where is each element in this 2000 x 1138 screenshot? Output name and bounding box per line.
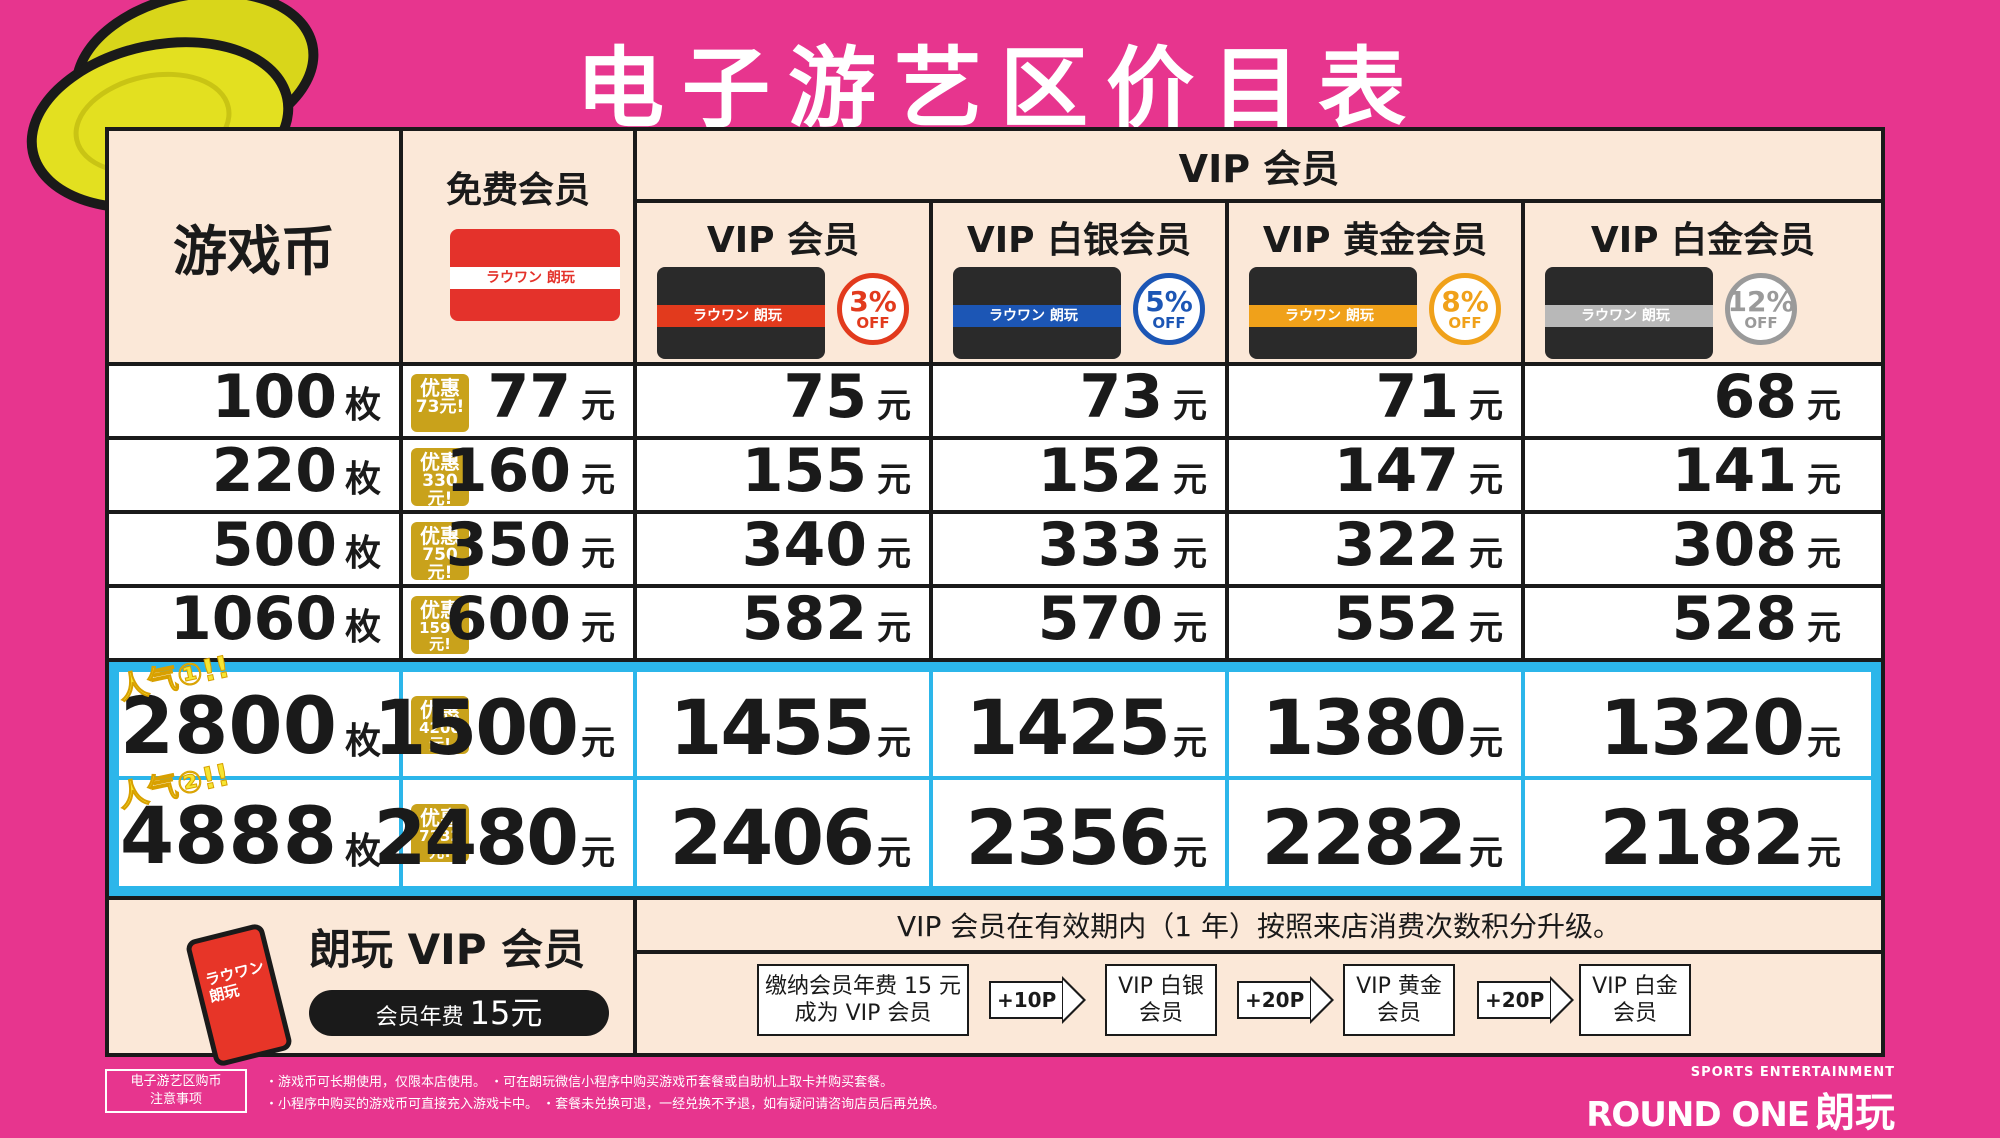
vip-price-cell: 582 元 [637,584,929,658]
silver-price-cell: 333 元 [933,510,1225,584]
vip-price-cell: 340 元 [637,510,929,584]
tier-header-vip: VIP 会员 ラウワン 朗玩 3% OFF [637,203,929,362]
notes-label: 电子游艺区购币 注意事项 [105,1069,247,1113]
discount-badge: 8% OFF [1429,273,1501,345]
promo-badge: 优惠 1590元! [411,596,469,654]
free-price-cell: 优惠 7332元! 2480 元 [373,780,633,886]
free-price-cell: 优惠 750元! 350 元 [403,510,633,584]
tier-label: VIP 黄金会员 [1262,220,1488,261]
gold-price-cell: 147 元 [1229,436,1521,510]
footer-note: ・游戏币可长期使用，仅限本店使用。 ・可在朗玩微信小程序中购买游戏币套餐或自助机… [265,1075,894,1090]
platinum-price-cell: 1320 元 [1525,672,1871,776]
coins-cell: 500 枚 [109,510,399,584]
gold-price-cell: 71 元 [1229,362,1521,436]
card-brand: ラウワン 朗玩 [486,270,575,286]
platinum-price-cell: 528 元 [1525,584,1881,658]
arrow-icon: +20P [1237,976,1335,1024]
vip-group-header: VIP 会员 [637,131,1881,199]
discount-badge: 5% OFF [1133,273,1205,345]
footer-note: ・小程序中购买的游戏币可直接充入游戏卡中。 ・套餐未兑换可退，一经兑换不予退，如… [265,1097,946,1112]
coins-cell: 2800 枚 [119,672,399,776]
step-silver: VIP 白银 会员 [1105,964,1217,1036]
silver-price-cell: 73 元 [933,362,1225,436]
coins-cell: 100 枚 [109,362,399,436]
silver-price-cell: 2356 元 [933,780,1225,886]
silver-price-cell: 570 元 [933,584,1225,658]
coins-cell: 220 枚 [109,436,399,510]
vip-membership-panel: ラウワン 朗玩 朗玩 VIP 会员 会员年费 15元 [109,900,633,1068]
upgrade-path: 缴纳会员年费 15 元成为 VIP 会员 +10P VIP 白银 会员 +20P … [637,954,1881,1053]
footer: 电子游艺区购币 注意事项 ・游戏币可长期使用，仅限本店使用。 ・可在朗玩微信小程序… [105,1063,1895,1136]
silver-price-cell: 152 元 [933,436,1225,510]
tier-header-silver: VIP 白银会员 ラウワン 朗玩 5% OFF [933,203,1225,362]
silver-card-icon: ラウワン 朗玩 [953,267,1121,359]
gold-price-cell: 2282 元 [1229,780,1521,886]
gold-price-cell: 1380 元 [1229,672,1521,776]
coins-header: 游戏币 [109,131,399,362]
free-price-cell: 优惠 1590元! 600 元 [403,584,633,658]
step-join-vip: 缴纳会员年费 15 元成为 VIP 会员 [757,964,969,1036]
vip-price-cell: 2406 元 [637,780,929,886]
membership-fee: 会员年费 15元 [309,990,609,1036]
free-member-label: 免费会员 [445,170,590,211]
tier-header-gold: VIP 黄金会员 ラウワン 朗玩 8% OFF [1229,203,1521,362]
platinum-price-cell: 308 元 [1525,510,1881,584]
card-brand: ラウワン 朗玩 [693,308,782,324]
gold-price-cell: 322 元 [1229,510,1521,584]
silver-price-cell: 1425 元 [933,672,1225,776]
card-brand: ラウワン 朗玩 [1581,308,1670,324]
platinum-price-cell: 68 元 [1525,362,1881,436]
vip-price-cell: 75 元 [637,362,929,436]
round-one-logo: SPORTS ENTERTAINMENT ROUND ONE 朗玩 [1586,1065,1895,1136]
tier-label: VIP 会员 [706,220,860,261]
platinum-price-cell: 141 元 [1525,436,1881,510]
price-table: 游戏币 免费会员 ラウワン 朗玩 VIP 会员 VIP 会员 ラウワン 朗玩 3… [105,127,1885,1068]
vip-price-cell: 155 元 [637,436,929,510]
coins-cell: 4888 枚 [119,780,399,886]
promo-badge: 优惠 73元! [411,374,469,432]
tier-header-platinum: VIP 白金会员 ラウワン 朗玩 12% OFF [1525,203,1881,362]
tier-label: VIP 白金会员 [1590,220,1816,261]
card-brand: ラウワン 朗玩 [989,308,1078,324]
platinum-price-cell: 2182 元 [1525,780,1871,886]
arrow-icon: +20P [1477,976,1575,1024]
page-title: 电子游艺区价目表 [575,37,1424,140]
free-price-cell: 优惠 4200元! 1500 元 [373,672,633,776]
discount-badge: 3% OFF [837,273,909,345]
promo-badge: 优惠 330元! [411,448,469,508]
gold-price-cell: 552 元 [1229,584,1521,658]
free-price-cell: 优惠 330元! 160 元 [403,436,633,510]
vip-membership-title: 朗玩 VIP 会员 [309,925,586,974]
vip-card-icon: ラウワン 朗玩 [657,267,825,359]
step-gold: VIP 黄金 会员 [1343,964,1455,1036]
discount-badge: 12% OFF [1725,273,1797,345]
gold-card-icon: ラウワン 朗玩 [1249,267,1417,359]
phone-icon: ラウワン 朗玩 [184,922,294,1068]
free-price-cell: 优惠 73元! 77 元 [403,362,633,436]
promo-badge: 优惠 4200元! [411,696,469,754]
free-member-header: 免费会员 ラウワン 朗玩 [403,131,633,362]
promo-badge: 优惠 750元! [411,522,469,582]
promo-badge: 优惠 7332元! [411,804,469,862]
tier-label: VIP 白银会员 [966,220,1192,261]
arrow-icon: +10P [989,976,1087,1024]
platinum-card-icon: ラウワン 朗玩 [1545,267,1713,359]
free-member-card-icon: ラウワン 朗玩 [450,229,620,321]
card-brand: ラウワン 朗玩 [1285,308,1374,324]
step-platinum: VIP 白金 会员 [1579,964,1691,1036]
vip-price-cell: 1455 元 [637,672,929,776]
coins-cell: 1060 枚 [109,584,399,658]
upgrade-note: VIP 会员在有效期内（1 年）按照来店消费次数积分升级。 [637,900,1881,950]
